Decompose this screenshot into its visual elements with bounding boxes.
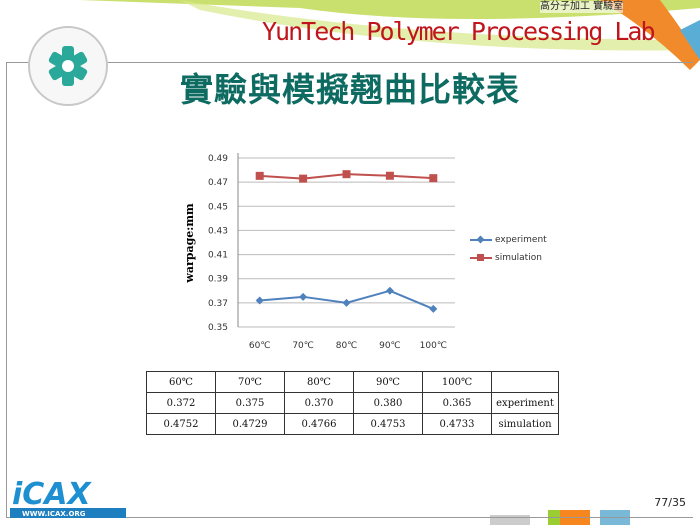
icax-logo: iCAX WWW.ICAX.ORG	[8, 472, 128, 524]
data-point	[385, 286, 394, 295]
x-tick-label: 60℃	[249, 341, 271, 351]
slide-frame	[6, 62, 693, 518]
slide-title: 實驗與模擬翹曲比較表	[180, 70, 520, 109]
y-tick-label: 0.49	[208, 154, 228, 164]
table-cell: 90℃	[353, 371, 423, 393]
x-tick-label: 100℃	[420, 341, 447, 351]
x-tick-label: 70℃	[292, 341, 314, 351]
svg-text:iCAX: iCAX	[12, 477, 93, 512]
y-tick-label: 0.43	[208, 226, 228, 236]
y-tick-label: 0.45	[208, 202, 228, 212]
x-tick-label: 90℃	[379, 341, 401, 351]
table-cell: 0.380	[353, 392, 423, 414]
university-seal-logo	[28, 26, 108, 106]
table-cell: 0.370	[284, 392, 354, 414]
lab-chinese-name: 高分子加工 實驗室	[540, 1, 624, 13]
legend-experiment: experiment	[470, 235, 547, 246]
x-tick-label: 80℃	[336, 341, 358, 351]
data-point	[255, 171, 264, 180]
data-point	[429, 304, 438, 313]
table-cell: 100℃	[422, 371, 492, 393]
y-tick-label: 0.37	[208, 299, 228, 309]
legend-label: experiment	[495, 235, 547, 245]
row-label: simulation	[491, 413, 559, 435]
table-cell: 60℃	[146, 371, 216, 393]
data-table: 60℃ 70℃ 80℃ 90℃ 100℃ 0.372 0.375 0.370 0…	[146, 371, 559, 435]
y-tick-label: 0.39	[208, 275, 228, 285]
table-header-row: 60℃ 70℃ 80℃ 90℃ 100℃	[146, 371, 559, 393]
table-cell: 80℃	[284, 371, 354, 393]
data-point	[342, 298, 351, 307]
data-point	[255, 296, 264, 305]
data-point	[342, 170, 351, 179]
svg-text:WWW.ICAX.ORG: WWW.ICAX.ORG	[22, 510, 86, 518]
y-tick-label: 0.41	[208, 251, 228, 261]
row-label: experiment	[491, 392, 559, 414]
table-cell: 0.365	[422, 392, 492, 414]
page-number: 77/35	[654, 496, 686, 509]
table-cell	[491, 371, 559, 393]
table-cell: 0.372	[146, 392, 216, 414]
table-cell: 0.4752	[146, 413, 216, 435]
table-row: 0.372 0.375 0.370 0.380 0.365 experiment	[146, 392, 559, 414]
y-tick-label: 0.47	[208, 178, 228, 188]
table-cell: 70℃	[215, 371, 285, 393]
data-point	[299, 174, 308, 183]
table-cell: 0.4733	[422, 413, 492, 435]
data-point	[385, 171, 394, 180]
diamond-marker-icon	[476, 235, 485, 243]
legend-label: simulation	[495, 253, 542, 263]
table-row: 0.4752 0.4729 0.4766 0.4753 0.4733 simul…	[146, 413, 559, 435]
data-point	[429, 174, 438, 183]
legend-simulation: simulation	[470, 253, 542, 264]
table-cell: 0.4753	[353, 413, 423, 435]
table-cell: 0.4729	[215, 413, 285, 435]
square-marker-icon	[477, 253, 484, 261]
data-point	[299, 292, 308, 301]
lab-title: YunTech Polymer Processing Lab	[262, 17, 656, 46]
y-tick-label: 0.35	[208, 323, 228, 333]
table-cell: 0.4766	[284, 413, 354, 435]
table-cell: 0.375	[215, 392, 285, 414]
